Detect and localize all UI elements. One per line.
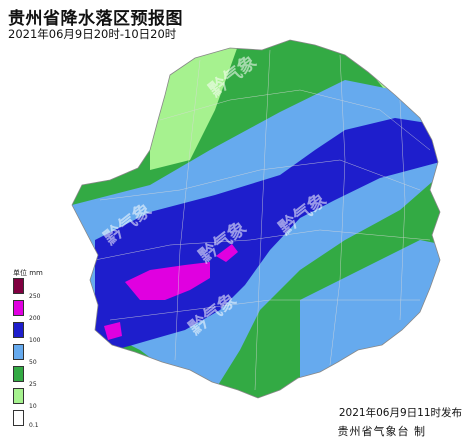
legend-label: 0.1: [29, 422, 39, 429]
legend-label: 250: [29, 293, 41, 300]
legend-swatch-0.1: [13, 410, 24, 426]
zone-heavy-rainstorm-center: [216, 244, 238, 262]
legend-label: 50: [29, 359, 37, 366]
legend-swatch-100: [13, 322, 24, 338]
zone-heavy-rainstorm-southwest: [104, 322, 122, 340]
legend-swatch-250: [13, 278, 24, 294]
zone-heavy-rainstorm-west: [125, 262, 210, 300]
province-border: [71, 39, 441, 399]
forecast-period: 2021年06月9日20时-10日20时: [8, 27, 177, 41]
map-title: 贵州省降水落区预报图: [8, 9, 183, 29]
legend-label: 25: [29, 381, 37, 388]
legend: 单位 mm 250 200 100 50 25 10 0.1: [13, 268, 73, 429]
county-boundaries: [94, 49, 431, 391]
legend-label: 10: [29, 403, 37, 410]
legend-swatch-10: [13, 388, 24, 404]
legend-label: 100: [29, 337, 41, 344]
legend-title: 单位 mm: [13, 269, 43, 277]
legend-swatch-25: [13, 366, 24, 382]
zone-heavy-rain-south: [300, 240, 440, 380]
legend-swatch-50: [13, 344, 24, 360]
issue-time: 2021年06月9日11时发布: [338, 407, 462, 419]
issuer: 贵州省气象台 制: [337, 425, 426, 438]
legend-label: 200: [29, 315, 41, 322]
legend-swatch-200: [13, 300, 24, 316]
